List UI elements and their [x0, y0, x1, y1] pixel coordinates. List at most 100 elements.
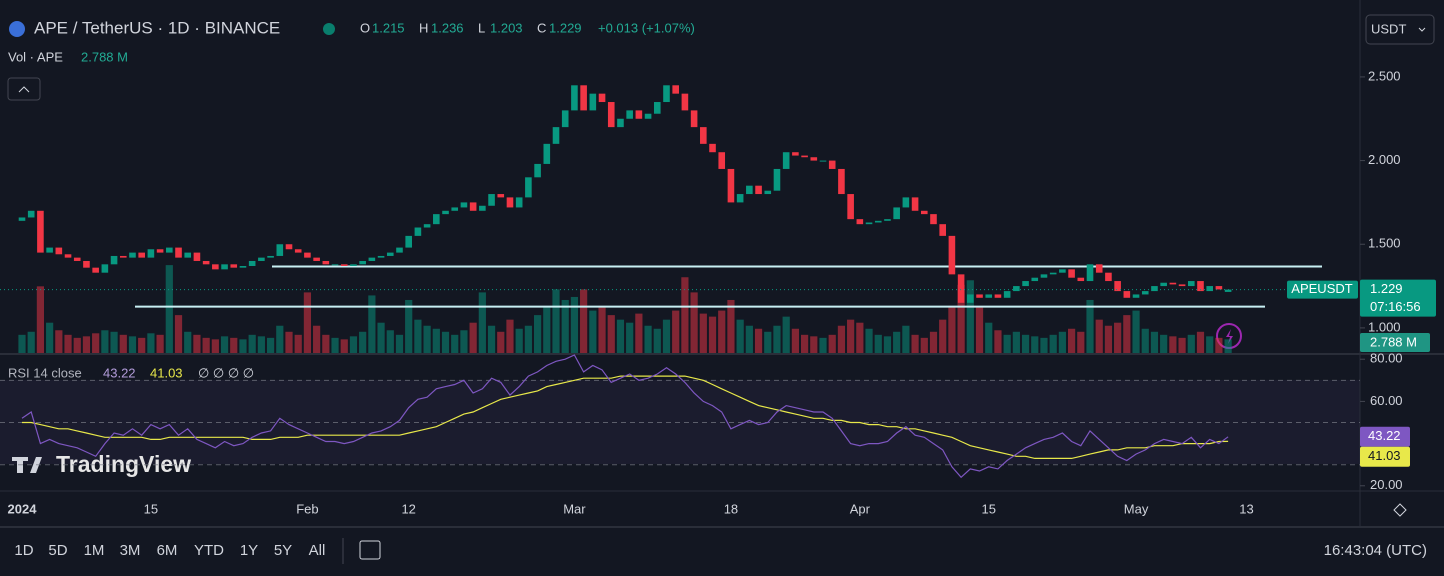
candle-body [948, 235, 956, 275]
volume-tag [1360, 333, 1430, 352]
range-button[interactable]: 1M [84, 542, 105, 559]
y-tick-label: 1.500 [1368, 236, 1401, 251]
candle-body [607, 102, 615, 128]
range-button[interactable]: 6M [157, 542, 178, 559]
candle-body [267, 255, 274, 258]
candle-body [386, 252, 394, 256]
ohlc-key: H [419, 20, 428, 35]
candle-body [313, 257, 320, 261]
symbol-tag-text: APEUSDT [1291, 281, 1352, 296]
volume-bar [533, 315, 542, 353]
candle-body [488, 194, 495, 206]
candle-body [736, 194, 744, 203]
volume-bar [368, 295, 376, 353]
volume-bar [1150, 331, 1159, 353]
volume-bar [147, 333, 155, 353]
candle-body [460, 202, 468, 208]
volume-bar [322, 334, 330, 353]
candle-body [239, 265, 247, 268]
candle-body [1132, 294, 1140, 298]
candle-body [304, 252, 311, 258]
candle-body [515, 197, 523, 208]
candle-body [1086, 264, 1094, 282]
candle-body [1178, 284, 1186, 287]
range-button[interactable]: All [309, 542, 326, 559]
symbol-tag [1287, 280, 1358, 299]
volume-bar [1178, 337, 1186, 353]
candle-body [1031, 277, 1039, 282]
volume-bar [699, 313, 707, 353]
ohlc-value: 1.203 [490, 20, 523, 35]
ohlc-key: L [478, 20, 485, 35]
candle-body [672, 85, 679, 94]
range-button[interactable]: 1Y [240, 542, 258, 559]
volume-bar [1031, 336, 1039, 353]
volume-bar [1104, 325, 1113, 353]
volume-bar [1021, 334, 1030, 353]
candle-body [1141, 291, 1149, 295]
volume-bar [1003, 334, 1011, 353]
volume-bar [55, 330, 63, 353]
volume-bar [994, 330, 1002, 353]
volume-bar [847, 319, 855, 353]
candle-body [1040, 274, 1048, 278]
volume-bar [644, 325, 652, 353]
candle-body [828, 160, 836, 169]
volume-bar [257, 336, 265, 353]
volume-bar [1040, 337, 1048, 353]
candle-body [939, 224, 946, 236]
candle-body [258, 257, 265, 261]
volume-bar [451, 334, 459, 353]
candle-body [1059, 269, 1066, 273]
candle-body [1215, 286, 1223, 290]
candle-body [700, 127, 707, 144]
volume-bar [626, 322, 634, 353]
candle-body [644, 113, 652, 119]
volume-bar [1086, 299, 1094, 353]
logo: TradingView [56, 451, 191, 477]
range-button[interactable]: YTD [194, 542, 224, 559]
candle-body [285, 244, 293, 250]
range-button[interactable]: 5D [48, 542, 67, 559]
settings-icon[interactable] [1393, 503, 1407, 517]
currency[interactable]: USDT [1371, 21, 1406, 36]
volume-bar [1012, 331, 1020, 353]
logo-icon [12, 457, 42, 473]
candle-body [1049, 272, 1057, 275]
range-button[interactable]: 3M [120, 542, 141, 559]
volume-bar [202, 337, 210, 353]
volume-bar [386, 330, 394, 353]
volume-bar [36, 286, 45, 353]
volume-bar [883, 336, 892, 353]
candle-body [359, 260, 366, 265]
candle-body [230, 264, 238, 268]
volume-bar [800, 334, 809, 353]
ohlc-key: C [537, 20, 546, 35]
volume-bar [1132, 310, 1140, 353]
volume-bar [266, 337, 275, 353]
volume-bar [764, 331, 772, 353]
calendar-icon[interactable] [359, 540, 381, 560]
currency-button[interactable] [1365, 14, 1435, 45]
rsi-ma-tag [1360, 446, 1410, 467]
candle-body [782, 152, 790, 169]
range-button[interactable]: 5Y [274, 542, 292, 559]
range-button[interactable]: 1D [14, 542, 33, 559]
collapse-button[interactable] [7, 77, 41, 101]
volume-bar [506, 319, 514, 353]
volume-bar [543, 307, 551, 353]
candle-body [746, 185, 753, 195]
candle-body [902, 197, 910, 208]
candle-body [985, 294, 993, 298]
volume-bar [230, 337, 238, 353]
volume-bar [395, 334, 404, 353]
x-tick-label: 18 [724, 501, 738, 516]
volume-bar [285, 331, 293, 353]
volume-bar [736, 319, 744, 353]
volume-bar [138, 337, 146, 353]
candle-body [92, 267, 99, 273]
volume-bar [174, 315, 183, 353]
volume-bar [156, 334, 164, 353]
volume-bar [561, 299, 569, 353]
